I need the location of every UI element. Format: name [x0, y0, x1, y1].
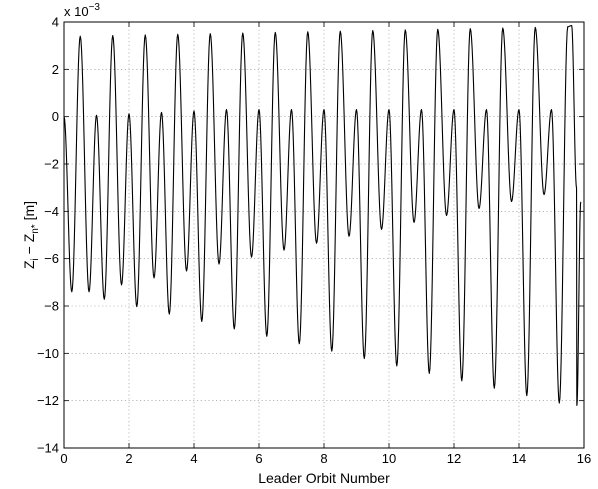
y-tick-label: −4: [44, 204, 59, 219]
x-tick-label: 6: [255, 451, 262, 466]
x-tick-label: 4: [190, 451, 197, 466]
x-tick-label: 8: [320, 451, 327, 466]
y-tick-label: −14: [37, 441, 59, 456]
series-line: [63, 25, 582, 406]
y-label-sub2: n*: [30, 224, 41, 234]
x-tick-label: 10: [382, 451, 396, 466]
x-tick-label: 12: [447, 451, 461, 466]
x-axis-label: Leader Orbit Number: [258, 470, 390, 486]
y-label-main: Z: [21, 260, 37, 269]
x-tick-label: 14: [512, 451, 526, 466]
y-tick-label: −10: [37, 346, 59, 361]
y-label-minus: − Z: [21, 233, 37, 258]
y-tick-label: −12: [37, 393, 59, 408]
y-tick-label: 2: [52, 62, 59, 77]
y-multiplier-prefix: x 10: [64, 4, 89, 19]
y-tick-label: −8: [44, 299, 59, 314]
y-label-unit: [m]: [21, 201, 37, 224]
y-label-sub1: i: [30, 258, 41, 260]
y-tick-labels: −14 −12 −10 −8 −6 −4 −2 0 2 4: [37, 15, 59, 456]
axis-ticks: [63, 21, 585, 449]
x-tick-label: 0: [60, 451, 67, 466]
y-multiplier-exponent: −3: [89, 2, 101, 13]
y-multiplier: x 10−3: [64, 2, 100, 19]
y-tick-label: 4: [52, 15, 59, 30]
x-tick-labels: 0 2 4 6 8 10 12 14 16: [60, 451, 591, 466]
y-axis-label: Zi − Zn* [m]: [21, 201, 41, 269]
x-tick-label: 16: [577, 451, 591, 466]
x-tick-label: 2: [125, 451, 132, 466]
y-tick-label: 0: [52, 109, 59, 124]
y-tick-label: −2: [44, 157, 59, 172]
y-tick-label: −6: [44, 251, 59, 266]
